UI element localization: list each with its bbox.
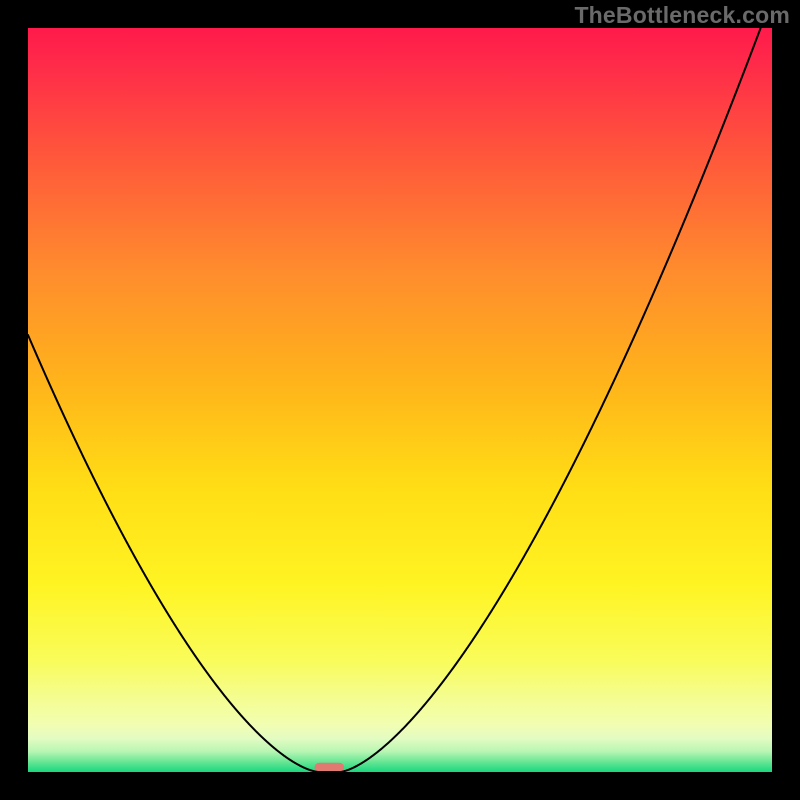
bottleneck-chart bbox=[28, 28, 772, 772]
chart-frame: TheBottleneck.com bbox=[0, 0, 800, 800]
watermark-text: TheBottleneck.com bbox=[574, 2, 790, 29]
plot-area bbox=[28, 28, 772, 772]
gradient-background bbox=[28, 28, 772, 772]
optimal-notch-marker bbox=[314, 763, 344, 772]
